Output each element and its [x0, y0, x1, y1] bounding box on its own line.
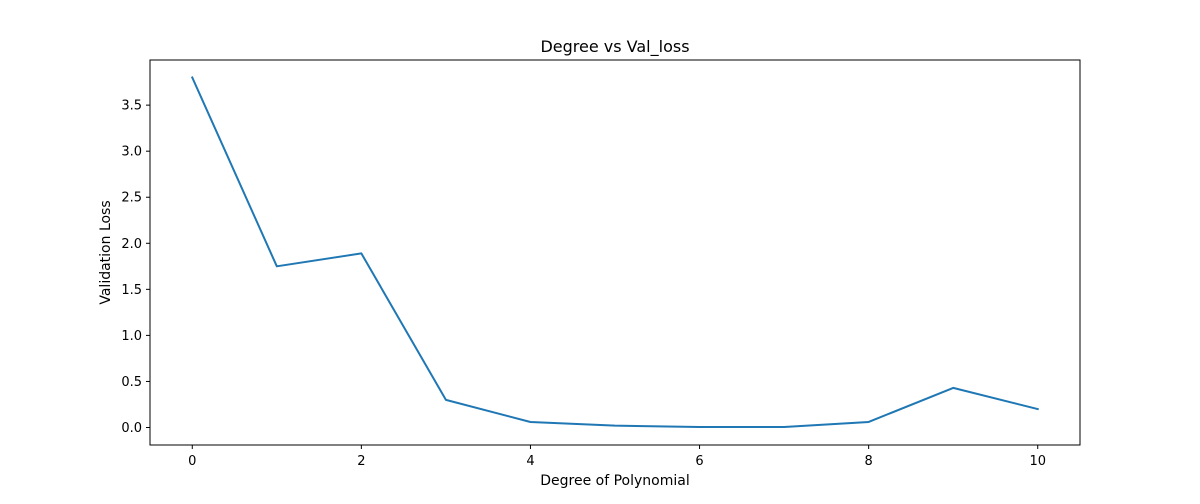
- chart-title: Degree vs Val_loss: [540, 37, 689, 57]
- x-axis-ticks: 0 2 4 6 8 10: [188, 445, 1046, 469]
- y-tick-label: 2.0: [121, 237, 142, 252]
- x-axis-label: Degree of Polynomial: [540, 473, 689, 489]
- x-tick-label: 6: [695, 454, 703, 469]
- y-tick-label: 3.5: [121, 99, 142, 114]
- plot-frame: [149, 59, 1081, 446]
- x-tick-label: 4: [526, 454, 534, 469]
- y-axis-ticks: 0.0 0.5 1.0 1.5 2.0 2.5 3.0 3.5: [121, 99, 150, 436]
- plot-area: [149, 59, 1081, 446]
- y-tick-label: 0.0: [121, 421, 142, 436]
- y-tick-label: 1.0: [121, 329, 142, 344]
- series-group: [190, 76, 1039, 429]
- y-tick-label: 2.5: [121, 191, 142, 206]
- x-tick-label: 8: [864, 454, 872, 469]
- x-tick-label: 0: [188, 454, 196, 469]
- y-tick-label: 0.5: [121, 375, 142, 390]
- y-tick-label: 1.5: [121, 283, 142, 298]
- x-tick-label: 10: [1029, 454, 1046, 469]
- y-tick-label: 3.0: [121, 145, 142, 160]
- x-tick-label: 2: [357, 454, 365, 469]
- series-line: [190, 76, 1039, 429]
- y-axis-label: Validation Loss: [98, 200, 114, 304]
